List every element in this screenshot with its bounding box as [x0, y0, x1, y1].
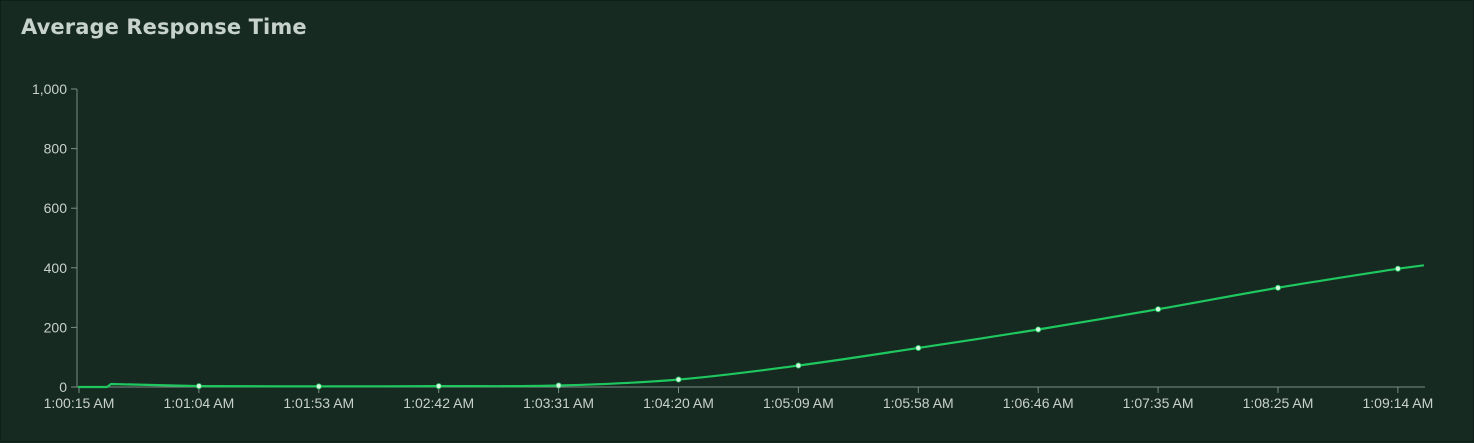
y-tick-label: 400: [44, 260, 68, 276]
x-tick-label: 1:03:31 AM: [523, 395, 594, 411]
data-point: [676, 377, 681, 382]
x-tick-label: 1:01:04 AM: [163, 395, 234, 411]
data-point: [796, 363, 801, 368]
x-tick-label: 1:08:25 AM: [1243, 395, 1314, 411]
x-tick-label: 1:04:20 AM: [643, 395, 714, 411]
y-tick-label: 600: [44, 200, 68, 216]
data-point: [1036, 327, 1041, 332]
x-tick-label: 1:07:35 AM: [1123, 395, 1194, 411]
data-point: [1275, 285, 1280, 290]
data-point: [1156, 307, 1161, 312]
y-tick-label: 0: [59, 379, 67, 395]
x-tick-label: 1:06:46 AM: [1003, 395, 1074, 411]
data-point: [556, 383, 561, 388]
x-tick-label: 1:01:53 AM: [283, 395, 354, 411]
x-tick-label: 1:09:14 AM: [1362, 395, 1433, 411]
series-line: [79, 265, 1423, 387]
data-point: [436, 384, 441, 389]
y-tick-label: 1,000: [32, 81, 67, 97]
data-point: [916, 345, 921, 350]
x-tick-label: 1:05:58 AM: [883, 395, 954, 411]
data-point: [1395, 266, 1400, 271]
data-point: [196, 384, 201, 389]
data-point: [316, 384, 321, 389]
y-tick-label: 800: [44, 141, 68, 157]
x-tick-label: 1:05:09 AM: [763, 395, 834, 411]
y-tick-label: 200: [44, 319, 68, 335]
x-tick-label: 1:00:15 AM: [44, 395, 115, 411]
x-tick-label: 1:02:42 AM: [403, 395, 474, 411]
